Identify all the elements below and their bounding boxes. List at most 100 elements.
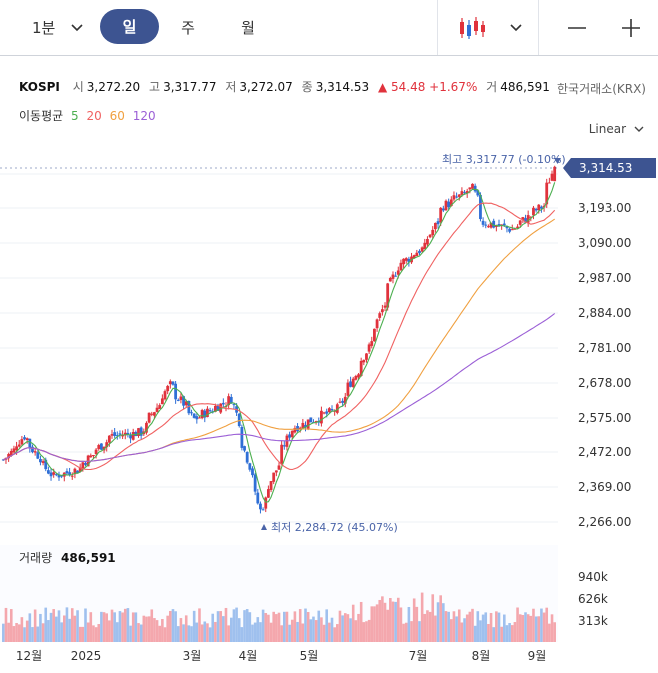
chevron-down-icon [71,23,83,31]
ma-60: 60 [109,109,125,123]
volume-bar [439,595,442,642]
tab-week[interactable]: 주 [168,0,208,55]
candle-body [84,462,87,465]
moving-average-label: 이동평균 [19,109,64,123]
volume-bar [420,592,424,642]
volume-bar [224,607,228,642]
candle-body [341,400,345,403]
volume-bar [540,608,543,642]
volume-bar [449,619,453,642]
volume-bar [169,610,172,642]
volume-bar [44,607,48,642]
candle-body [76,470,79,474]
candle-body [12,448,16,453]
volume-bar [100,611,103,642]
volume-bar [370,606,374,642]
candle-body [150,413,154,415]
chart-type-select[interactable] [445,0,535,55]
volume-bar [407,606,411,642]
volume-bar [495,611,498,642]
candle-body [60,475,64,477]
volume-bar [306,612,310,642]
candle-body [441,208,445,211]
candle-body [489,222,493,228]
scale-mode-select[interactable]: Linear [588,122,626,136]
candle-body [110,434,114,436]
candle-body [325,411,329,414]
volume-bar [240,627,244,642]
volume-bar [383,602,387,642]
last-price-tag [563,158,656,178]
volume-bar [31,627,34,642]
candle-body [174,383,178,400]
volume-tick-label: 626k [578,592,608,606]
candle-body [182,396,185,406]
candle-body [139,427,143,436]
chevron-down-icon[interactable] [634,126,644,133]
candle-body [137,428,140,436]
candle-body [367,344,371,352]
candle-body [439,207,443,223]
candle-body [195,416,199,420]
candle-body [187,401,191,414]
volume-bar [463,618,466,642]
y-tick-label: 3,193.00 [578,201,631,215]
candle-body [473,185,477,192]
candle-body [70,475,74,477]
volume-bar [198,608,201,642]
volume-bar [516,607,519,642]
candle-body [28,438,32,449]
tab-day[interactable]: 일 [100,9,159,44]
volume-bar [28,613,32,642]
exchange-name: 한국거래소(KRX) [557,82,646,96]
candle-body [526,215,530,223]
candle-body [134,431,138,437]
interval-select[interactable]: 1분 [16,0,86,55]
volume-bar [116,622,119,642]
volume-bar [76,610,79,642]
candle-body [240,426,244,448]
volume-bar [452,611,456,642]
candle-body [100,443,103,450]
volume-bar [277,612,281,642]
volume-bar [110,609,114,642]
volume-bar [542,612,546,642]
tab-month[interactable]: 월 [228,0,268,55]
candle-body [264,497,268,509]
candle-body [394,275,398,277]
candle-body [550,173,554,181]
volume-bar [336,624,339,642]
volume-bar [256,617,260,642]
zoom-in-button[interactable] [616,0,646,55]
volume-bar [155,620,159,642]
volume-bar [195,622,199,642]
ma-line-120 [3,313,556,462]
moving-average-legend[interactable]: 이동평균 5 20 60 120 [19,107,160,124]
candle-body [383,305,387,308]
volume-bar [465,614,469,642]
volume-bar [261,609,265,642]
candle-body [426,238,429,245]
volume-bar [298,609,302,642]
volume-bar [333,627,336,642]
volume-bar [359,601,363,642]
zoom-out-button[interactable] [562,0,592,55]
volume-bar [4,607,8,642]
volume-bar [123,608,127,642]
volume-bar [481,614,485,642]
volume-bar [386,609,389,642]
volume-bar [36,626,40,642]
candle-body [296,426,299,431]
volume-bar [232,609,236,642]
candle-body [481,220,485,225]
volume-bar [436,602,440,642]
volume-bar [418,621,421,642]
x-tick-label: 5월 [300,649,319,663]
volume-bar [25,620,29,642]
candle-body [492,220,496,228]
x-tick-label: 12월 [16,649,42,663]
candle-body [357,374,360,378]
candle-body [118,433,122,435]
volume-bar [187,625,191,642]
